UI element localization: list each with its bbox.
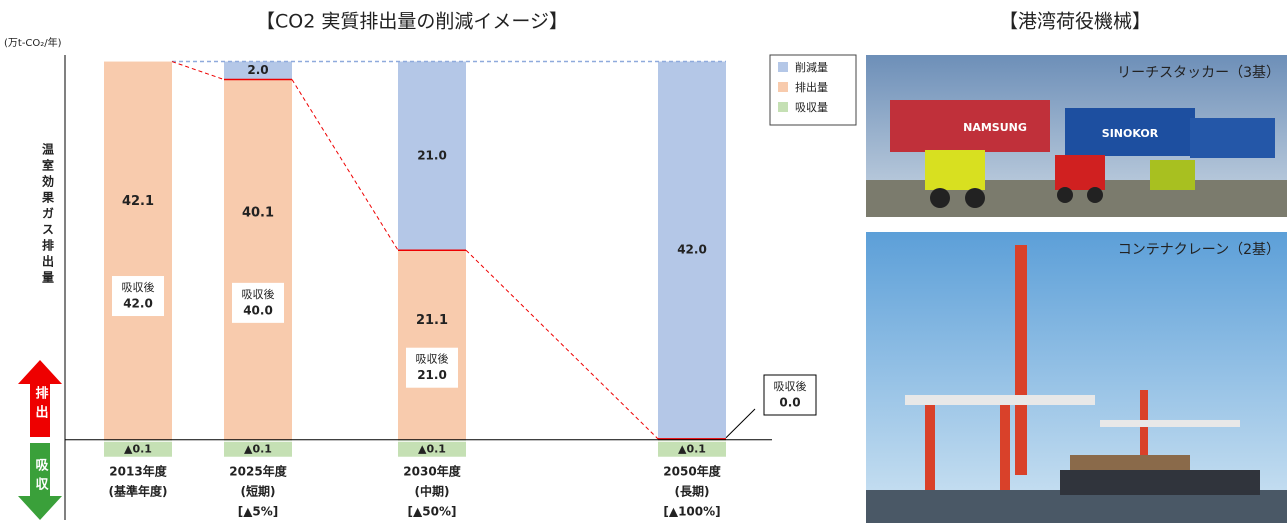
x-tick-label: 2025年度 <box>229 464 287 479</box>
x-tick-label: 2030年度 <box>403 464 461 479</box>
value-label: ▲0.1 <box>124 443 152 456</box>
absorption-arrow-label: 吸収 <box>33 458 49 496</box>
x-tick-target: [▲5%] <box>238 505 279 519</box>
legend-swatch <box>778 82 788 92</box>
bar-emission <box>224 79 292 440</box>
annotation-label: 吸収後 <box>416 352 449 366</box>
photo-container-crane: コンテナクレーン（2基） <box>866 232 1287 523</box>
value-label: ▲0.1 <box>244 443 272 456</box>
label-bg <box>658 441 726 457</box>
annotation-value: 40.0 <box>243 303 273 317</box>
annotation-box <box>763 374 817 416</box>
leader-line <box>725 408 756 439</box>
x-tick-note: (長期) <box>675 484 710 499</box>
value-label: 42.1 <box>122 194 154 209</box>
bar-emission <box>398 250 466 440</box>
trend-dash <box>171 61 225 80</box>
x-tick-target: [▲100%] <box>663 505 720 519</box>
annotation-box <box>112 276 164 317</box>
svg-text:NAMSUNG: NAMSUNG <box>963 121 1027 134</box>
label-bg <box>398 441 466 457</box>
legend-label: 削減量 <box>795 60 828 74</box>
bar-emission <box>104 61 172 440</box>
x-tick-note: (中期) <box>415 484 450 499</box>
value-label: 21.1 <box>416 313 448 328</box>
legend-label: 排出量 <box>795 80 828 94</box>
value-label: 40.1 <box>242 205 274 220</box>
x-tick-label: 2050年度 <box>663 464 721 479</box>
annotation-value: 21.0 <box>417 368 447 382</box>
chart-title: 【CO2 実質排出量の削減イメージ】 <box>256 11 568 33</box>
emission-arrow <box>18 360 62 437</box>
x-tick-note: (基準年度) <box>109 484 168 499</box>
y-unit: (万t-CO₂/年) <box>4 36 62 49</box>
svg-text:SINOKOR: SINOKOR <box>1102 127 1159 140</box>
trend-dash <box>465 249 659 440</box>
label-bg <box>224 441 292 457</box>
value-label: 2.0 <box>247 63 268 77</box>
label-bg <box>104 441 172 457</box>
value-label: 21.0 <box>417 148 447 162</box>
bar-reduction <box>398 61 466 251</box>
emission-arrow-label: 排出 <box>33 385 49 424</box>
absorption-arrow <box>18 443 62 520</box>
value-label: 42.0 <box>677 243 707 257</box>
y-label: 温室効果ガス排出量 <box>41 143 55 287</box>
equipment-title: 【港湾荷役機械】 <box>999 11 1151 33</box>
annotation-label: 吸収後 <box>122 280 155 294</box>
bar-reduction <box>658 61 726 439</box>
annotation-value: 0.0 <box>779 396 800 410</box>
value-label: ▲0.1 <box>678 443 706 456</box>
legend-swatch <box>778 62 788 72</box>
x-tick-target: [▲50%] <box>408 505 457 519</box>
legend-swatch <box>778 102 788 112</box>
photo-caption: リーチスタッカー（3基） <box>1117 64 1280 81</box>
annotation-box <box>232 282 284 323</box>
annotation-label: 吸収後 <box>774 379 807 393</box>
x-tick-label: 2013年度 <box>109 464 167 479</box>
annotation-value: 42.0 <box>123 297 153 311</box>
photo-reach-stacker: NAMSUNG SINOKOR リーチスタッカー（3基） <box>866 55 1287 217</box>
annotation-label: 吸収後 <box>242 287 275 301</box>
legend-label: 吸収量 <box>795 101 828 114</box>
trend-dash <box>291 79 399 251</box>
bar-reduction <box>224 61 292 80</box>
annotation-box <box>406 347 458 388</box>
x-tick-note: (短期) <box>241 484 276 499</box>
value-label: ▲0.1 <box>418 443 446 456</box>
photo-caption: コンテナクレーン（2基） <box>1118 241 1280 258</box>
